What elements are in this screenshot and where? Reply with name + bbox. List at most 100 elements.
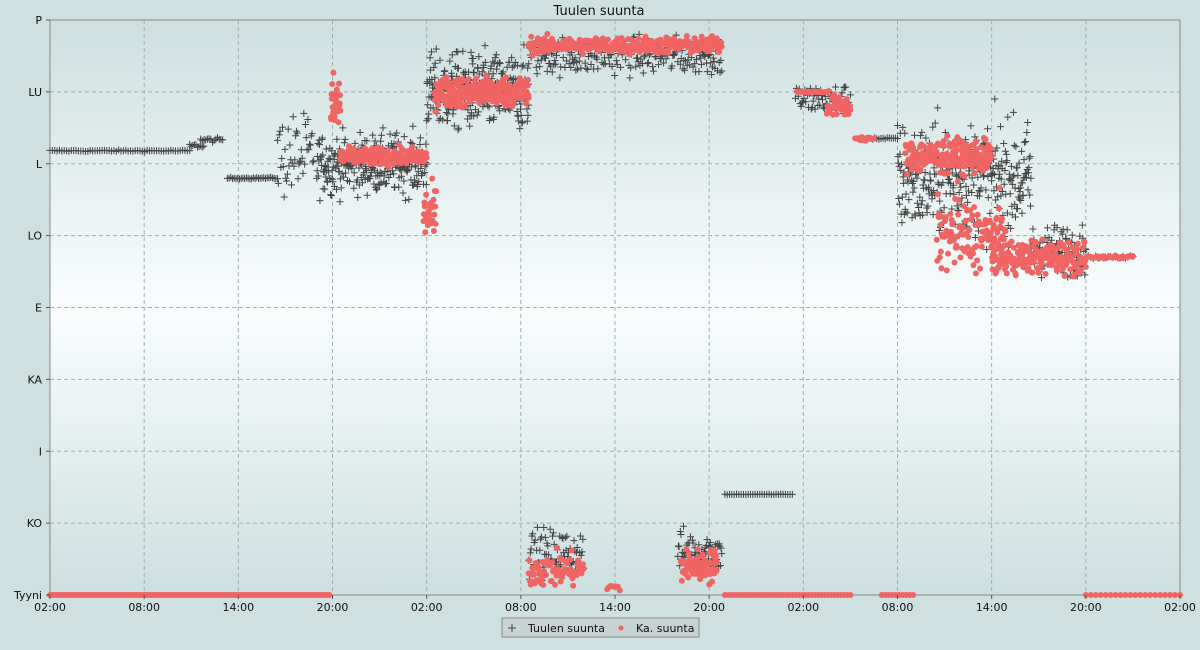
measured-direction-point [493,65,501,73]
measured-direction-point [894,122,901,130]
average-direction-point [954,178,961,185]
average-direction-point [465,76,472,83]
average-direction-point [955,196,962,203]
measured-direction-point [703,536,711,544]
average-direction-point [372,160,379,167]
average-direction-point [972,270,979,277]
measured-direction-point [505,58,513,66]
measured-direction-point [466,122,474,130]
measured-direction-point [362,167,370,175]
measured-direction-point [962,182,970,190]
average-direction-point [1053,267,1060,274]
measured-direction-point [219,136,227,144]
average-direction-point [993,214,1000,221]
measured-direction-point [546,60,554,68]
measured-direction-point [990,187,998,195]
average-direction-point [678,577,685,584]
measured-direction-point [545,551,553,559]
measured-direction-point [994,193,1002,201]
average-direction-point [934,191,941,198]
measured-direction-point [443,117,451,125]
average-direction-point [336,100,343,107]
average-direction-point [971,204,978,211]
measured-direction-point [977,184,985,192]
measured-direction-point [475,108,483,116]
measured-direction-point [1063,226,1071,234]
average-direction-point [605,36,612,43]
measured-direction-point [581,59,589,67]
measured-direction-point [281,145,289,153]
average-direction-point [422,229,429,236]
measured-direction-point [627,64,635,72]
measured-direction-point [424,101,432,109]
measured-direction-point [527,545,535,553]
measured-direction-point [1022,138,1030,146]
measured-direction-point [540,523,548,531]
measured-direction-point [492,51,500,59]
average-direction-point [523,100,530,107]
measured-direction-point [913,174,921,182]
measured-direction-point [473,111,481,119]
measured-direction-point [377,137,385,145]
average-direction-point [847,592,854,598]
measured-direction-point [1014,205,1022,213]
measured-direction-point [325,168,333,176]
measured-direction-point [405,195,413,203]
measured-direction-point [244,174,252,182]
measured-direction-point [1044,224,1052,232]
measured-direction-point [469,55,477,63]
measured-direction-point [436,56,444,64]
measured-direction-point [297,157,305,165]
average-direction-point [961,203,968,210]
measured-direction-point [578,548,586,556]
measured-direction-point [290,162,298,170]
average-direction-point [917,166,924,173]
average-direction-point [908,166,915,173]
measured-direction-point [425,110,433,118]
average-direction-point [431,211,438,218]
average-direction-point [961,163,968,170]
y-tick-label: LU [28,86,42,99]
average-direction-point [1029,269,1036,276]
average-direction-point [502,103,509,110]
measured-direction-point [491,54,499,62]
average-direction-point [1042,270,1049,277]
measured-direction-point [416,134,424,142]
measured-direction-point [198,143,206,151]
measured-direction-point [499,68,507,76]
measured-direction-point [377,131,385,139]
average-direction-point [462,101,469,108]
measured-direction-point [328,166,336,174]
measured-direction-point [309,158,317,166]
average-direction-point [999,215,1006,222]
measured-direction-point [953,202,961,210]
average-direction-point [718,43,725,50]
measured-direction-point [345,178,353,186]
x-tick-label: 14:00 [599,601,631,614]
measured-direction-point [901,129,909,137]
average-direction-point [1087,592,1094,598]
measured-direction-point [964,198,972,206]
measured-direction-point [546,525,554,533]
measured-direction-point [508,54,516,62]
measured-direction-point [318,134,326,142]
measured-direction-point [200,142,208,150]
x-tick-label: 20:00 [693,601,725,614]
measured-direction-point [964,187,972,195]
measured-direction-point [489,58,497,66]
measured-direction-point [561,534,569,542]
measured-direction-point [910,184,918,192]
measured-direction-point [718,550,726,558]
measured-direction-point [441,67,449,75]
measured-direction-point [356,128,364,136]
measured-direction-point [383,179,391,187]
legend-box [501,617,700,638]
measured-direction-point [689,63,697,71]
average-direction-point [516,75,523,82]
average-direction-point [503,74,510,81]
average-direction-point [940,143,947,150]
measured-direction-point [416,141,424,149]
measured-direction-point [351,139,359,147]
measured-direction-point [376,168,384,176]
